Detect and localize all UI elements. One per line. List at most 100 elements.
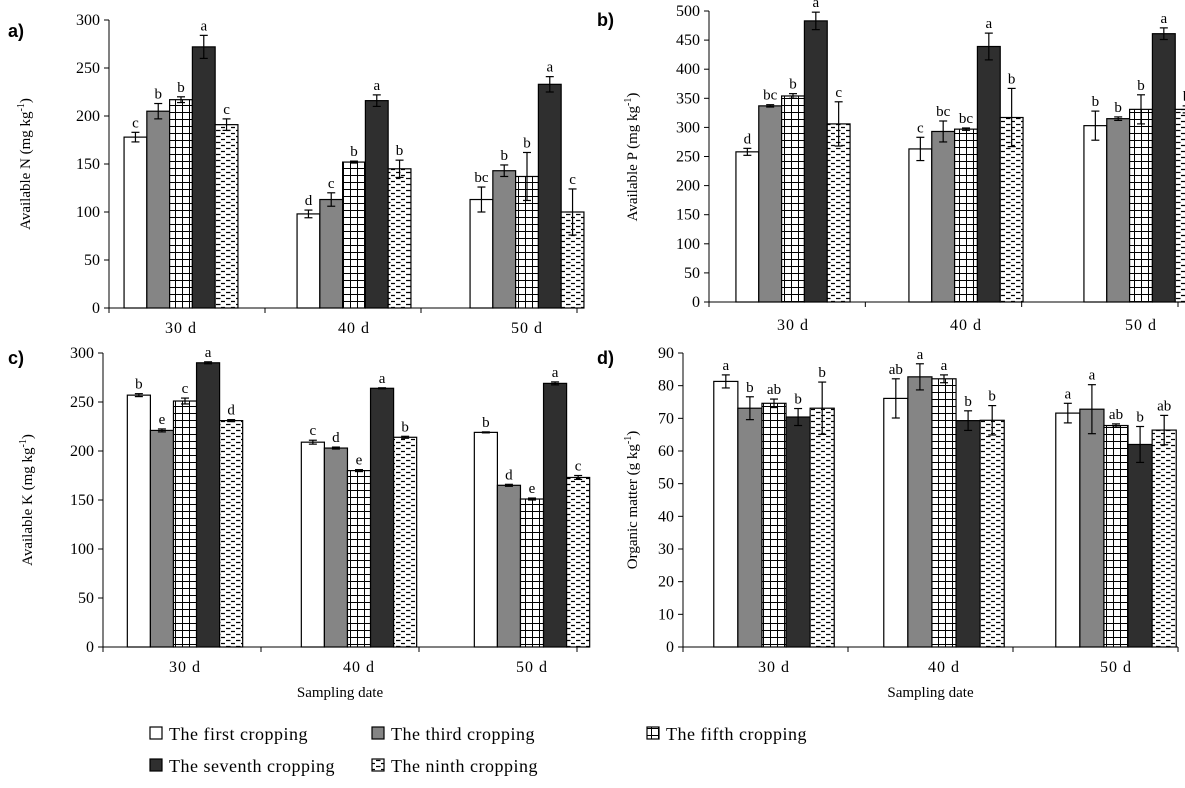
significance-letter: a [552, 365, 559, 381]
significance-letter: bc [959, 111, 974, 127]
bar-the-ninth-cropping [214, 124, 239, 309]
y-tick-label: 150 [70, 492, 94, 509]
bar-the-third-cropping [323, 447, 349, 648]
x-category-label: 50 d [511, 320, 543, 337]
significance-letter: b [1092, 94, 1100, 110]
bar-the-seventh-cropping [1151, 33, 1176, 303]
bar-the-seventh-cropping [1127, 443, 1153, 648]
legend-swatch [149, 758, 163, 772]
bar-the-first-cropping [908, 148, 933, 303]
x-category-label: 40 d [950, 317, 982, 334]
legend-item: The fifth cropping [646, 724, 807, 744]
bar-the-third-cropping [492, 170, 517, 309]
significance-letter: c [223, 102, 230, 118]
significance-letter: b [154, 87, 162, 103]
bar-the-seventh-cropping [976, 45, 1001, 303]
significance-letter: a [1064, 386, 1071, 402]
y-axis-label-main: Available K (mg kg [20, 447, 36, 566]
bar-the-third-cropping [146, 110, 171, 309]
y-tick-label: 100 [76, 204, 100, 221]
significance-letter: b [1008, 71, 1016, 87]
bar-the-third-cropping [496, 484, 522, 648]
bar-the-fifth-cropping [953, 128, 979, 303]
panel-label: c) [8, 348, 24, 368]
x-category-label: 50 d [516, 659, 548, 676]
significance-letter: ab [889, 362, 903, 378]
significance-letter: a [941, 358, 948, 374]
y-tick-label: 30 [658, 541, 674, 558]
y-axis-label: Available P (mg kg-1) [623, 93, 641, 222]
significance-letter: b [396, 143, 404, 159]
panel-label: a) [8, 21, 24, 41]
significance-letter: ab [1109, 407, 1123, 423]
bar-the-ninth-cropping [826, 123, 851, 303]
significance-letter: d [332, 430, 340, 446]
bar-the-fifth-cropping [780, 95, 806, 303]
y-tick-label: 0 [666, 639, 674, 656]
x-category-label: 50 d [1125, 317, 1157, 334]
significance-letter: b [523, 135, 531, 151]
x-axis-title: Sampling date [297, 685, 384, 701]
significance-letter: b [1114, 100, 1122, 116]
significance-letter: c [575, 459, 582, 475]
legend-item: The ninth cropping [371, 756, 537, 776]
significance-letter: bc [763, 88, 778, 104]
bar-the-fifth-cropping [346, 470, 372, 648]
bar-the-seventh-cropping [537, 83, 562, 309]
y-axis-label-close: ) [18, 98, 34, 103]
y-tick-label: 150 [76, 156, 100, 173]
significance-letter: b [988, 389, 996, 405]
y-tick-label: 250 [70, 394, 94, 411]
y-tick-label: 0 [692, 294, 700, 311]
legend-item: The third cropping [371, 724, 534, 744]
significance-letter: c [132, 115, 139, 131]
significance-letter: b [818, 365, 826, 381]
bar-the-fifth-cropping [169, 99, 193, 309]
y-tick-label: 50 [684, 265, 700, 282]
legend-item: The seventh cropping [149, 756, 334, 776]
bar-the-third-cropping [1106, 118, 1131, 303]
bar-the-seventh-cropping [369, 387, 395, 648]
legend-label: The fifth cropping [666, 724, 807, 744]
y-tick-label: 50 [78, 590, 94, 607]
bar-the-seventh-cropping [955, 420, 981, 648]
y-tick-label: 250 [76, 60, 100, 77]
bar-the-ninth-cropping [219, 420, 244, 648]
significance-letter: d [744, 131, 752, 147]
bar-the-fifth-cropping [761, 402, 787, 648]
significance-letter: b [789, 77, 797, 93]
bar-the-first-cropping [296, 213, 321, 309]
y-tick-label: 400 [676, 61, 700, 78]
bar-the-fifth-cropping [1128, 108, 1154, 303]
significance-letter: c [835, 85, 842, 101]
bar-the-third-cropping [737, 407, 763, 648]
significance-letter: c [569, 172, 576, 188]
panel-label: b) [597, 10, 614, 30]
y-tick-label: 200 [76, 108, 100, 125]
y-tick-label: 70 [658, 410, 674, 427]
bar-the-ninth-cropping [393, 436, 418, 648]
bar-the-seventh-cropping [191, 46, 216, 309]
significance-letter: c [182, 381, 189, 397]
bar-the-third-cropping [758, 105, 783, 303]
significance-letter: b [482, 415, 490, 431]
significance-letter: a [812, 0, 819, 11]
y-tick-label: 50 [658, 476, 674, 493]
significance-letter: bc [474, 170, 489, 186]
y-axis-label-sup: -1 [16, 103, 27, 111]
significance-letter: a [1089, 368, 1096, 384]
significance-letter: b [401, 419, 409, 435]
bar-the-fifth-cropping [519, 498, 545, 648]
legend: The first cropping The third cropping The … [149, 724, 807, 776]
y-axis-label-close: ) [20, 434, 36, 439]
y-tick-label: 60 [658, 443, 674, 460]
bar-the-third-cropping [931, 130, 956, 303]
significance-letter: c [328, 176, 335, 192]
significance-letter: a [722, 358, 729, 374]
y-axis-label: Available K (mg kg-1) [18, 434, 36, 566]
y-axis-label-main: Available N (mg kg [18, 111, 34, 230]
y-tick-label: 450 [676, 32, 700, 49]
x-category-label: 30 d [165, 320, 197, 337]
panel-4: d) 0 10 20 30 40 50 60 70 80 90 30 d 40 d 50 d Organic… [597, 345, 1179, 701]
